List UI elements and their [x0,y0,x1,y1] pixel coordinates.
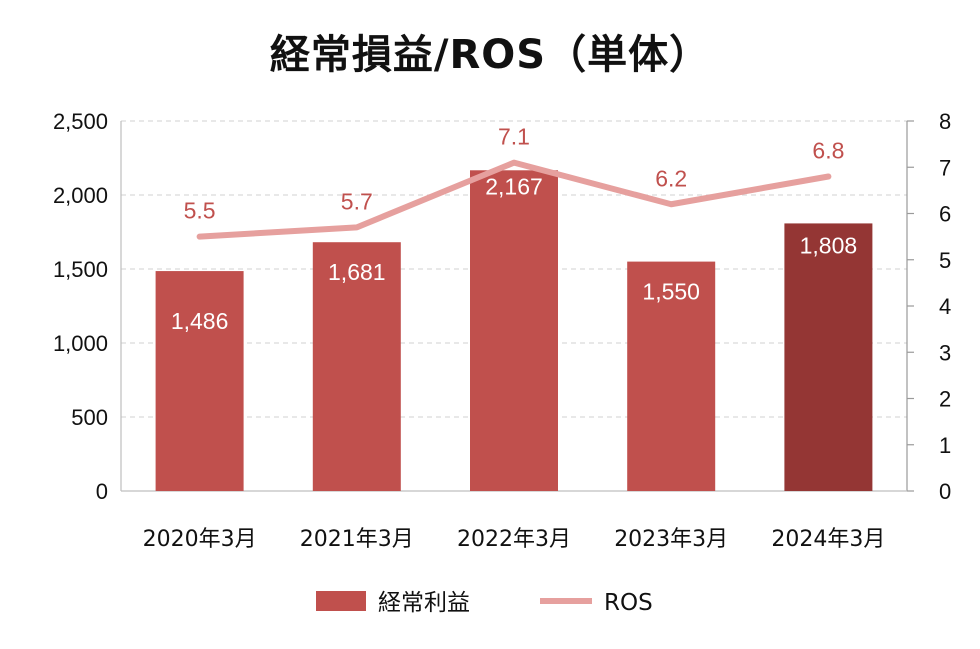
right-axis-tick-label: 0 [939,479,951,504]
right-axis-tick-label: 5 [939,248,951,273]
data-labels: 1,486 1,681 2,167 1,550 1,808 5.5 5.7 7.1 6.2 6.8 [171,124,857,334]
ros-value-label: 5.7 [341,188,373,214]
x-axis-category-label: 2024年3月 [771,527,885,552]
bar-value-label: 1,486 [171,308,229,334]
left-axis-tick-label: 500 [71,405,108,430]
bar [312,242,401,491]
left-axis-tick-label: 0 [96,479,108,504]
right-axis-tick-label: 2 [939,387,951,412]
bar-value-label: 2,167 [485,173,543,199]
right-axis-tick-label: 6 [939,202,951,227]
bar-value-label: 1,808 [800,232,858,258]
right-axis-tick-label: 4 [939,294,951,319]
bar-value-label: 1,550 [642,279,700,305]
x-axis-category-label: 2022年3月 [457,527,571,552]
right-axis-tick-label: 8 [939,109,951,134]
ros-value-label: 7.1 [498,124,530,150]
legend-bar-label: 経常利益 [378,590,470,616]
gridlines [121,120,907,418]
left-axis-tick-label: 1,000 [53,331,108,356]
x-axis-category-label: 2020年3月 [143,527,257,552]
bar-value-label: 1,681 [328,259,386,285]
bar [627,261,716,491]
right-axis-tick-label: 7 [939,155,951,180]
bar-series [155,170,873,491]
ros-value-label: 6.2 [655,165,687,191]
ros-value-label: 5.5 [184,198,216,224]
bar [784,223,873,491]
left-axis-tick-label: 1,500 [53,257,108,282]
legend-bar-swatch [316,591,366,611]
ros-line [196,159,832,240]
bar [155,271,244,491]
right-axis-tick-label: 1 [939,433,951,458]
right-axis-tick-label: 3 [939,340,951,365]
ros-line-series [196,159,832,240]
ros-value-label: 6.8 [812,138,844,164]
x-axis-category-label: 2023年3月 [614,527,728,552]
chart-title: 経常損益/ROS（単体） [269,32,711,78]
x-axis-category-label: 2021年3月 [300,527,414,552]
legend-line-label: ROS [604,590,653,616]
axes: 0 500 1,000 1,500 2,000 2,500 0 1 2 3 4 5 6 7 8 2020年3月… [53,109,951,552]
left-axis-tick-label: 2,500 [53,109,108,134]
legend: 経常利益 ROS [316,590,653,616]
bar [470,170,558,491]
left-axis-tick-label: 2,000 [53,183,108,208]
